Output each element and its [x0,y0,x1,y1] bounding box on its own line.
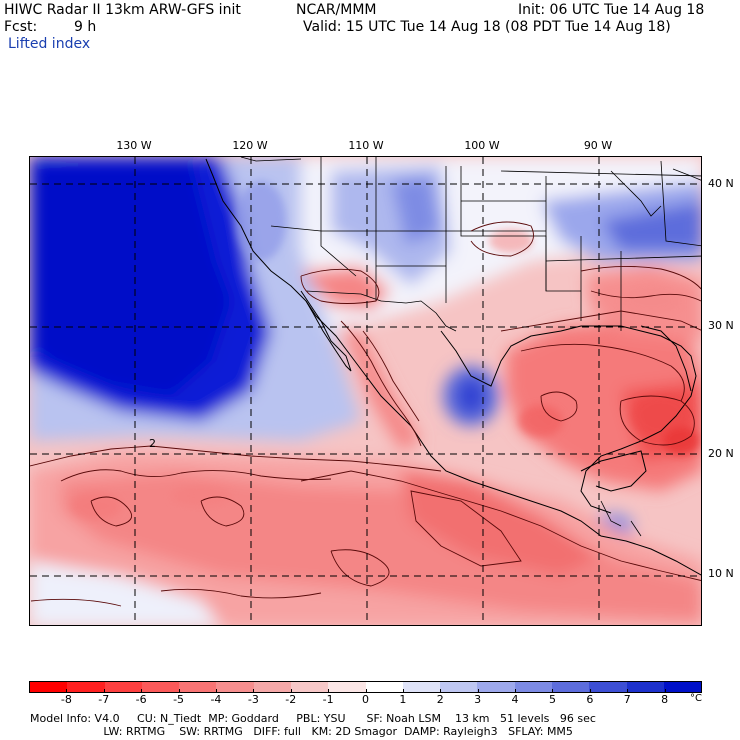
colorbar-level-label: 2 [436,693,444,706]
colorbar-unit-label: °C [690,693,702,704]
forecast-hour: 9 h [74,19,97,35]
colorbar-swatch [514,682,552,692]
colorbar-tick [477,689,479,693]
organization-label: NCAR/MMM [296,2,377,18]
colorbar-swatch [179,682,217,692]
graticule [30,157,701,625]
lifted-index-map: 2 [29,156,702,626]
political-borders [240,157,701,537]
colorbar-tick [253,689,255,693]
colorbar-level-label: -6 [135,693,147,706]
model-title: HIWC Radar II 13km ARW-GFS init [4,2,241,18]
lon-label-130w: 130 W [116,139,152,152]
colorbar-swatch [365,682,403,692]
colorbar-tick [552,689,554,693]
colorbar [29,681,702,693]
init-time: Init: 06 UTC Tue 14 Aug 18 [518,2,705,18]
field-name: Lifted index [8,36,91,52]
colorbar-level-label: -4 [210,693,222,706]
colorbar-tick [365,689,367,693]
colorbar-swatch [141,682,180,692]
lat-label-10n: 10 N [708,567,734,580]
lon-label-120w: 120 W [232,139,268,152]
field-detail [71,181,699,520]
colorbar-swatch [104,682,142,692]
colorbar-swatch [589,682,627,692]
lon-label-90w: 90 W [583,139,613,152]
colorbar-swatch [216,682,254,692]
lon-label-110w: 110 W [348,139,384,152]
colorbar-level-label: -2 [285,693,297,706]
model-info-line1: Model Info: V4.0 CU: N_Tiedt MP: Goddard… [30,712,596,725]
colorbar-swatch [30,682,68,692]
colorbar-tick [402,689,404,693]
lon-label-100w: 100 W [464,139,500,152]
colorbar-swatch [402,682,441,692]
forecast-label: Fcst: [4,19,38,35]
colorbar-level-label: -5 [173,693,185,706]
lat-label-20n: 20 N [708,447,734,460]
colorbar-swatch [290,682,329,692]
colorbar-tick [215,689,217,693]
colorbar-tick [178,689,180,693]
colorbar-swatch [477,682,515,692]
colorbar-tick [66,689,68,693]
colorbar-swatch [67,682,105,692]
model-info-line2: LW: RRTMG SW: RRTMG DIFF: full KM: 2D Sm… [30,725,573,738]
colorbar-level-label: 4 [511,693,519,706]
map-canvas: 2 [30,157,701,625]
colorbar-swatch [626,682,664,692]
colorbar-tick [440,689,442,693]
coastlines [205,158,701,576]
colorbar-swatch [440,682,478,692]
colorbar-tick [515,689,517,693]
lakes [610,168,701,217]
colorbar-tick [627,689,629,693]
colorbar-level-label: -8 [60,693,72,706]
valid-time: Valid: 15 UTC Tue 14 Aug 18 (08 PDT Tue … [303,19,671,35]
colorbar-level-label: 5 [548,693,556,706]
colorbar-level-label: 7 [623,693,631,706]
colorbar-swatch [551,682,590,692]
colorbar-labels: -8 -7 -6 -5 -4 -3 -2 -1 0 1 2 3 4 5 6 7 8 °C [29,689,702,707]
colorbar-tick [103,689,105,693]
colorbar-tick [664,689,666,693]
colorbar-level-label: 3 [474,693,482,706]
colorbar-level-label: -7 [98,693,110,706]
contours [30,221,701,607]
colorbar-level-label: -1 [322,693,334,706]
colorbar-level-label: 1 [399,693,407,706]
colorbar-tick [328,689,330,693]
lat-label-40n: 40 N [708,177,734,190]
colorbar-level-label: -3 [247,693,259,706]
colorbar-tick [589,689,591,693]
lat-label-30n: 30 N [708,319,734,332]
colorbar-tick [290,689,292,693]
colorbar-swatch [253,682,291,692]
colorbar-level-label: 8 [661,693,669,706]
contour-value-label: 2 [149,437,156,450]
colorbar-swatch [663,682,702,692]
colorbar-level-label: 0 [362,693,369,706]
colorbar-tick [141,689,143,693]
colorbar-swatch [328,682,366,692]
colorbar-level-label: 6 [586,693,594,706]
